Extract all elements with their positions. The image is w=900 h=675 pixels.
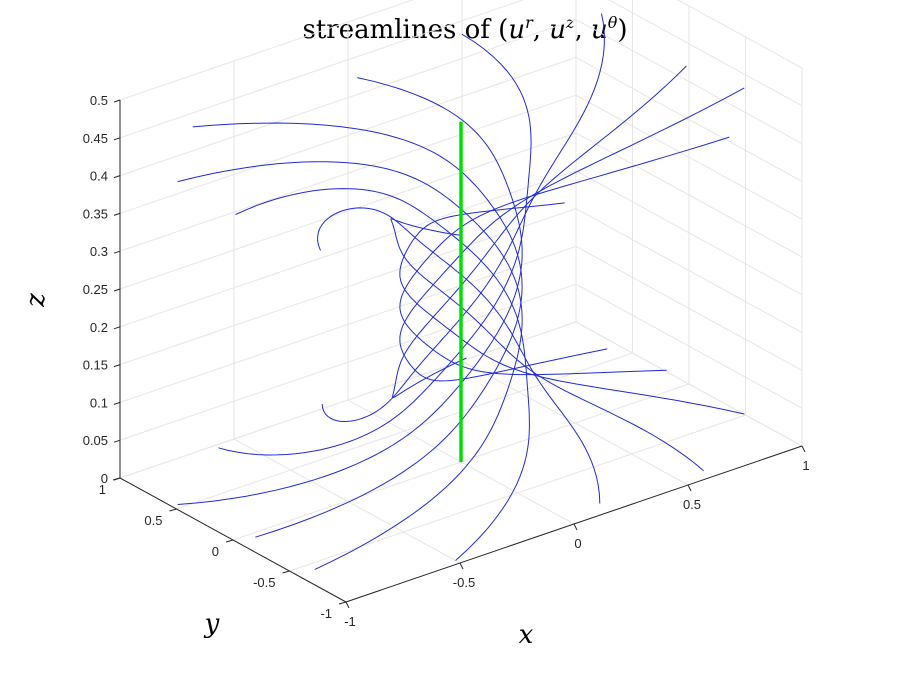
- z-tick-label: 0.45: [83, 131, 108, 146]
- streamline: [399, 202, 745, 415]
- y-tick-mark: [169, 508, 177, 512]
- z-tick-label: 0.1: [90, 395, 108, 410]
- streamline: [177, 161, 523, 571]
- streamline: [218, 33, 532, 456]
- streamline: [390, 218, 704, 472]
- x-tick-mark: [801, 445, 806, 453]
- z-tick-mark: [113, 364, 121, 368]
- y-tick-label: 0: [212, 544, 219, 559]
- x-tick-label: -1: [344, 614, 356, 629]
- z-tick-label: 0: [101, 471, 108, 486]
- z-tick-label: 0.4: [90, 169, 108, 184]
- z-tick-label: 0.2: [90, 320, 108, 335]
- x-tick-mark: [345, 601, 350, 609]
- streamline: [392, 65, 687, 399]
- x-tick-mark: [459, 562, 464, 570]
- streamline: [317, 207, 601, 504]
- z-tick-label: 0.25: [83, 282, 108, 297]
- z-tick-label: 0.05: [83, 433, 108, 448]
- x-tick-label: 0.5: [683, 497, 701, 512]
- streamline: [321, 13, 605, 423]
- z-tick-label: 0.5: [90, 93, 108, 108]
- streamlines: [177, 13, 745, 571]
- x-tick-label: 0: [574, 536, 581, 551]
- y-tick-mark: [282, 570, 290, 574]
- x-axis-label: x: [519, 620, 534, 650]
- gridline-y-floor: [289, 414, 746, 572]
- y-tick-mark: [225, 539, 234, 543]
- gridline-y-floor: [119, 321, 577, 479]
- x-tick-mark: [573, 523, 578, 531]
- streamline: [399, 87, 745, 382]
- y-tick-label: 0.5: [144, 513, 162, 528]
- z-tick-label: 0.3: [90, 244, 108, 259]
- z-tick-mark: [113, 439, 121, 443]
- y-tick-mark: [338, 601, 347, 605]
- y-tick-label: -1: [320, 606, 332, 621]
- y-tick-mark: [112, 477, 121, 481]
- streamline: [192, 122, 523, 538]
- z-tick-mark: [113, 326, 121, 330]
- z-tick-mark: [113, 250, 121, 254]
- z-tick-label: 0.35: [83, 206, 108, 221]
- chart-title: streamlines of (ur, uz, uθ): [302, 13, 627, 45]
- tick-labels: 0 0.05 0.1 0.15 0.2 0.25 0.3 0.35 0.4 0.45 0.5 -1 -0…: [83, 93, 810, 629]
- streamline: [399, 136, 730, 376]
- streamline: [177, 77, 523, 505]
- y-tick-label: -0.5: [253, 575, 275, 590]
- y-axis-label: y: [204, 609, 220, 639]
- z-axis-label: z: [21, 293, 51, 308]
- x-tick-label: -0.5: [453, 575, 475, 590]
- z-tick-mark: [113, 401, 121, 405]
- z-tick-mark: [113, 99, 121, 103]
- x-tick-label: 1: [802, 458, 809, 473]
- z-tick-mark: [113, 137, 121, 141]
- z-tick-mark: [113, 212, 121, 216]
- z-tick-mark: [113, 175, 121, 179]
- y-tick-label: 1: [99, 482, 106, 497]
- x-tick-mark: [687, 484, 692, 492]
- gridline-y-floor: [176, 352, 633, 510]
- streamline: [235, 188, 530, 561]
- axis-lines: [112, 99, 806, 609]
- z-tick-mark: [113, 288, 121, 292]
- z-tick-label: 0.15: [83, 358, 108, 373]
